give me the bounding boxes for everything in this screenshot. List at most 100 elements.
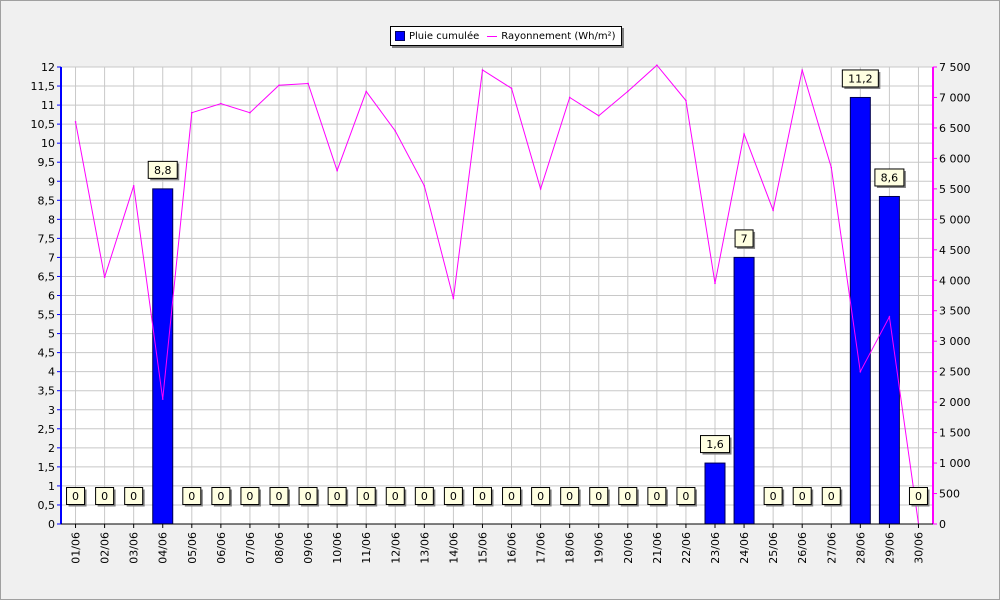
left-axis-tick-label: 8,5 bbox=[38, 194, 56, 207]
left-axis-tick-label: 10 bbox=[41, 137, 55, 150]
radiation-point bbox=[249, 111, 251, 114]
data-label-box bbox=[792, 487, 812, 505]
left-axis-tick-label: 3,5 bbox=[38, 385, 56, 398]
radiation-point bbox=[423, 185, 426, 187]
right-axis-tick-label: 3 000 bbox=[939, 335, 971, 348]
left-axis-tick-label: 11 bbox=[41, 99, 55, 112]
left-axis-tick-label: 7 bbox=[48, 251, 55, 264]
x-axis-tick-label: 12/06 bbox=[389, 532, 402, 564]
left-axis-tick-label: 6,5 bbox=[38, 270, 56, 283]
radiation-point bbox=[103, 276, 106, 279]
data-label: 0 bbox=[188, 490, 195, 503]
x-axis-tick-label: 05/06 bbox=[186, 532, 199, 564]
data-label: 0 bbox=[450, 490, 457, 503]
bar bbox=[704, 462, 726, 525]
x-axis-tick-label: 22/06 bbox=[680, 532, 693, 564]
left-axis-tick-label: 1 bbox=[48, 480, 55, 493]
right-axis-tick-label: 500 bbox=[939, 488, 960, 501]
radiation-point bbox=[278, 84, 280, 87]
left-axis-tick-label: 8 bbox=[48, 213, 55, 226]
data-label: 0 bbox=[508, 490, 515, 503]
radiation-point bbox=[452, 297, 455, 300]
left-axis-tick-label: 6 bbox=[48, 290, 55, 303]
data-label: 8,6 bbox=[881, 171, 899, 184]
data-label-box bbox=[676, 487, 696, 505]
data-label: 7 bbox=[741, 232, 748, 245]
bar bbox=[733, 256, 755, 525]
radiation-point bbox=[336, 169, 338, 172]
x-axis-tick-label: 23/06 bbox=[709, 532, 722, 564]
radiation-point bbox=[74, 121, 77, 123]
data-label: 0 bbox=[653, 490, 660, 503]
radiation-point bbox=[859, 370, 862, 373]
left-axis-tick-label: 11,5 bbox=[31, 80, 56, 93]
left-axis-tick-label: 5 bbox=[48, 328, 55, 341]
data-label: 11,2 bbox=[848, 72, 873, 85]
left-axis-tick-label: 7,5 bbox=[38, 232, 56, 245]
radiation-point bbox=[365, 90, 368, 93]
radiation-point bbox=[685, 99, 687, 102]
data-label-box bbox=[531, 487, 551, 505]
data-label-box bbox=[841, 69, 879, 88]
data-label-box bbox=[124, 487, 144, 505]
data-label-box bbox=[734, 229, 754, 248]
bar bbox=[152, 188, 174, 525]
data-label: 0 bbox=[305, 490, 312, 503]
radiation-point bbox=[510, 87, 513, 90]
radiation-point bbox=[539, 188, 542, 190]
radiation-point bbox=[220, 102, 222, 105]
x-axis-tick-label: 19/06 bbox=[593, 532, 606, 564]
right-axis-tick-label: 3 500 bbox=[939, 305, 971, 318]
radiation-point bbox=[627, 90, 629, 93]
left-axis-tick-label: 5,5 bbox=[38, 309, 56, 322]
left-axis-tick-label: 4,5 bbox=[38, 347, 56, 360]
x-axis-tick-label: 10/06 bbox=[331, 532, 344, 564]
data-label: 0 bbox=[246, 490, 253, 503]
data-label-box bbox=[211, 487, 231, 505]
data-label-box bbox=[443, 487, 463, 505]
left-axis-tick-label: 1,5 bbox=[38, 461, 56, 474]
left-axis-tick-label: 12 bbox=[41, 61, 55, 74]
left-axis-tick-label: 9 bbox=[48, 175, 55, 188]
x-axis-tick-label: 29/06 bbox=[883, 532, 896, 564]
radiation-point bbox=[161, 398, 164, 400]
data-label: 0 bbox=[479, 490, 486, 503]
right-axis-tick-label: 7 000 bbox=[939, 91, 971, 104]
data-label-box bbox=[269, 487, 289, 505]
data-label-box bbox=[502, 487, 522, 505]
left-axis-tick-label: 2,5 bbox=[38, 423, 56, 436]
data-label: 8,8 bbox=[154, 164, 172, 177]
left-axis-tick-label: 0 bbox=[48, 518, 55, 531]
radiation-point bbox=[394, 130, 397, 132]
right-axis-tick-label: 4 000 bbox=[939, 274, 971, 287]
x-axis-tick-label: 26/06 bbox=[796, 532, 809, 564]
data-label-box bbox=[589, 487, 609, 505]
radiation-point bbox=[830, 166, 833, 169]
data-label-box bbox=[908, 487, 928, 505]
x-axis-tick-label: 24/06 bbox=[738, 532, 751, 564]
legend-line-swatch bbox=[487, 35, 498, 37]
radiation-point bbox=[132, 185, 135, 187]
x-axis-tick-label: 25/06 bbox=[767, 532, 780, 564]
x-axis-tick-label: 14/06 bbox=[447, 532, 460, 564]
left-axis-tick-label: 2 bbox=[48, 442, 55, 455]
right-axis-tick-label: 2 000 bbox=[939, 396, 971, 409]
radiation-point bbox=[656, 64, 658, 66]
data-label: 0 bbox=[799, 490, 806, 503]
data-label-box bbox=[560, 487, 580, 505]
x-axis-tick-label: 17/06 bbox=[535, 532, 548, 564]
x-axis-tick-label: 18/06 bbox=[564, 532, 577, 564]
data-label-box bbox=[327, 487, 347, 505]
data-label: 0 bbox=[624, 490, 631, 503]
x-axis-tick-label: 06/06 bbox=[215, 532, 228, 564]
data-label: 0 bbox=[537, 490, 544, 503]
data-label: 0 bbox=[217, 490, 224, 503]
data-label-box bbox=[356, 487, 376, 505]
radiation-point bbox=[481, 69, 484, 71]
data-label-box bbox=[414, 487, 434, 505]
data-label: 0 bbox=[595, 490, 602, 503]
left-axis-tick-label: 3 bbox=[48, 404, 55, 417]
data-label: 0 bbox=[421, 490, 428, 503]
x-axis-tick-label: 01/06 bbox=[70, 532, 83, 564]
